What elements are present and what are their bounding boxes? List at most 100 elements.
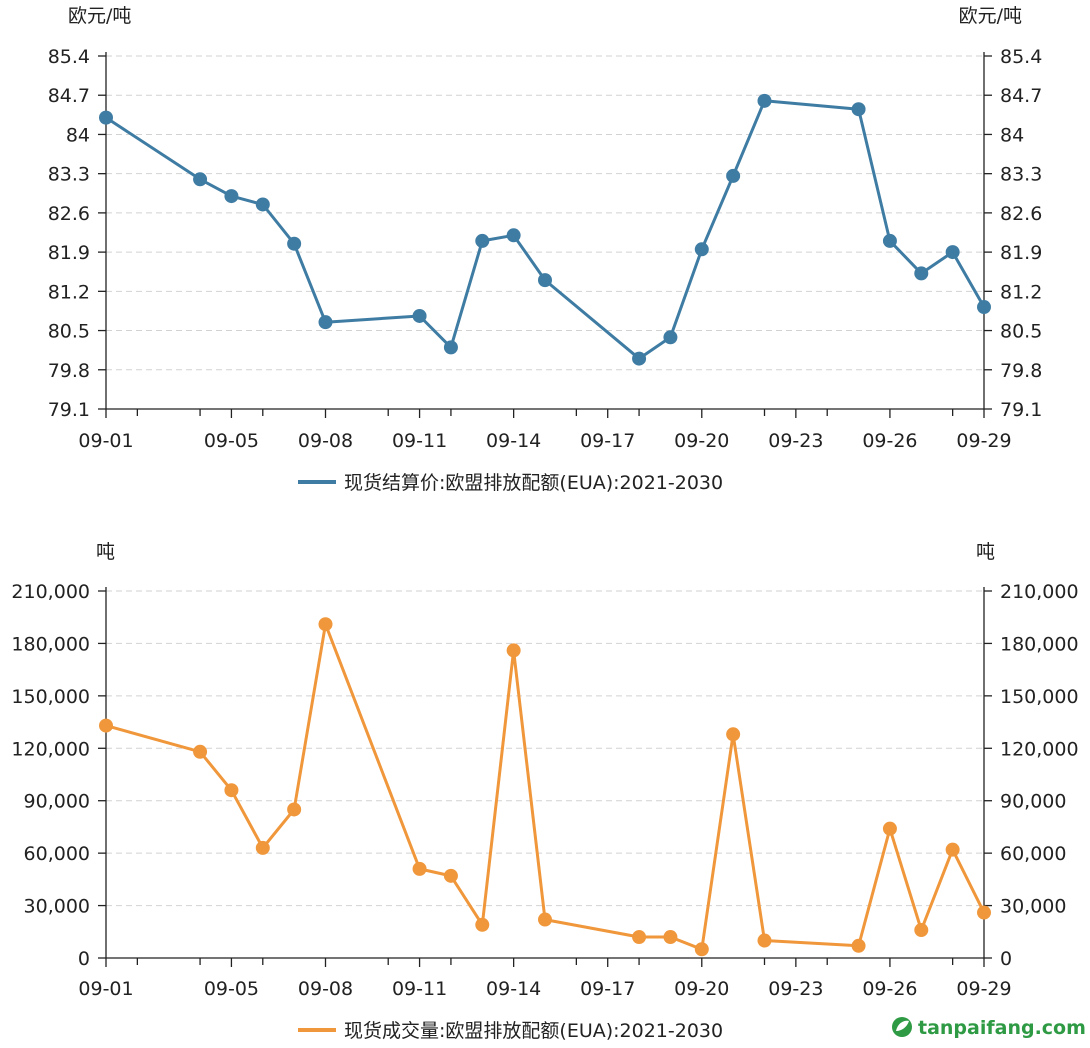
price-right-ytick-label: 82.6 bbox=[1000, 203, 1042, 225]
price-left-ytick-label: 84.7 bbox=[48, 85, 90, 107]
volume-left-ytick-label: 90,000 bbox=[24, 791, 90, 813]
price-data-point[interactable] bbox=[851, 102, 866, 117]
volume-data-point[interactable] bbox=[914, 923, 929, 938]
price-xtick-label: 09-20 bbox=[674, 430, 729, 452]
volume-data-point[interactable] bbox=[255, 840, 270, 855]
price-data-point[interactable] bbox=[663, 330, 678, 345]
volume-data-point[interactable] bbox=[977, 905, 991, 920]
price-data-point[interactable] bbox=[224, 189, 239, 204]
price-data-point[interactable] bbox=[538, 273, 552, 288]
price-xtick-label: 09-05 bbox=[204, 430, 259, 452]
price-data-point[interactable] bbox=[882, 233, 897, 248]
price-data-point[interactable] bbox=[506, 228, 521, 243]
price-data-point[interactable] bbox=[726, 168, 741, 183]
price-data-point[interactable] bbox=[977, 300, 991, 315]
price-data-point[interactable] bbox=[475, 233, 490, 248]
volume-data-point[interactable] bbox=[99, 718, 113, 733]
price-xtick-label: 09-08 bbox=[298, 430, 353, 452]
price-left-ytick-label: 83.3 bbox=[48, 164, 90, 186]
volume-right-ytick-label: 60,000 bbox=[1000, 843, 1066, 865]
volume-xtick-label: 09-01 bbox=[78, 978, 133, 1000]
volume-data-point[interactable] bbox=[851, 938, 866, 953]
volume-data-point[interactable] bbox=[318, 617, 333, 632]
price-left-ytick-label: 79.1 bbox=[48, 399, 90, 421]
price-left-ytick-label: 80.5 bbox=[48, 321, 90, 343]
volume-xtick-label: 09-17 bbox=[580, 978, 635, 1000]
volume-data-point[interactable] bbox=[443, 868, 458, 883]
volume-right-ytick-label: 210,000 bbox=[1000, 581, 1079, 603]
volume-chart-legend: 现货成交量:欧盟排放配额(EUA):2021-2030 bbox=[298, 1020, 723, 1042]
price-data-point[interactable] bbox=[412, 308, 427, 323]
volume-data-point[interactable] bbox=[632, 930, 647, 945]
watermark-text: tanpaifang.com bbox=[918, 1017, 1086, 1039]
price-right-ytick-label: 80.5 bbox=[1000, 321, 1042, 343]
volume-data-point[interactable] bbox=[694, 942, 709, 957]
volume-xtick-label: 09-11 bbox=[392, 978, 447, 1000]
price-data-point[interactable] bbox=[694, 242, 709, 257]
price-data-point[interactable] bbox=[99, 110, 113, 125]
volume-left-ytick-label: 0 bbox=[78, 948, 90, 970]
volume-right-ytick-label: 120,000 bbox=[1000, 738, 1079, 760]
volume-data-point[interactable] bbox=[945, 842, 960, 857]
volume-data-point[interactable] bbox=[475, 917, 490, 932]
volume-data-point[interactable] bbox=[882, 821, 897, 836]
price-xtick-label: 09-26 bbox=[862, 430, 917, 452]
volume-xtick-label: 09-26 bbox=[862, 978, 917, 1000]
volume-data-point[interactable] bbox=[193, 744, 208, 759]
volume-data-point[interactable] bbox=[287, 802, 302, 817]
volume-xtick-label: 09-23 bbox=[768, 978, 823, 1000]
volume-data-point[interactable] bbox=[506, 643, 521, 658]
price-xtick-label: 09-01 bbox=[78, 430, 133, 452]
volume-right-ytick-label: 150,000 bbox=[1000, 686, 1079, 708]
price-data-point[interactable] bbox=[757, 93, 772, 108]
volume-xtick-label: 09-29 bbox=[956, 978, 1011, 1000]
volume-xtick-label: 09-05 bbox=[204, 978, 259, 1000]
price-data-point[interactable] bbox=[945, 245, 960, 260]
price-chart-legend: 现货结算价:欧盟排放配额(EUA):2021-2030 bbox=[298, 472, 723, 494]
price-data-point[interactable] bbox=[318, 315, 333, 330]
price-left-ytick-label: 84 bbox=[66, 124, 90, 146]
volume-series-line bbox=[105, 622, 986, 951]
price-chart: 欧元/吨 欧元/吨 85.4 85.4 84.7 84.7 84 84 83.3 83.3 82… bbox=[48, 5, 1043, 494]
price-xtick-label: 09-14 bbox=[486, 430, 541, 452]
volume-data-point[interactable] bbox=[538, 912, 552, 927]
price-right-ytick-label: 81.9 bbox=[1000, 242, 1042, 264]
price-left-ytick-label: 81.9 bbox=[48, 242, 90, 264]
price-data-point[interactable] bbox=[914, 266, 929, 281]
price-right-ytick-label: 79.8 bbox=[1000, 360, 1042, 382]
volume-left-ytick-label: 150,000 bbox=[11, 686, 90, 708]
price-data-point[interactable] bbox=[193, 172, 208, 187]
price-right-ytick-label: 81.2 bbox=[1000, 281, 1042, 303]
volume-xtick-label: 09-14 bbox=[486, 978, 541, 1000]
volume-data-point[interactable] bbox=[726, 727, 741, 742]
volume-data-point[interactable] bbox=[757, 933, 772, 948]
price-right-ytick-label: 79.1 bbox=[1000, 399, 1042, 421]
price-xtick-label: 09-23 bbox=[768, 430, 823, 452]
price-right-ytick-label: 84 bbox=[1000, 124, 1024, 146]
price-series-line bbox=[105, 99, 986, 361]
volume-left-ytick-label: 120,000 bbox=[11, 738, 90, 760]
volume-right-ytick-label: 90,000 bbox=[1000, 791, 1066, 813]
volume-chart-left-unit: 吨 bbox=[96, 541, 115, 563]
price-xtick-label: 09-11 bbox=[392, 430, 447, 452]
volume-chart-right-unit: 吨 bbox=[976, 541, 995, 563]
volume-right-ytick-label: 180,000 bbox=[1000, 633, 1079, 655]
volume-xtick-label: 09-20 bbox=[674, 978, 729, 1000]
price-right-ytick-label: 83.3 bbox=[1000, 164, 1042, 186]
volume-data-point[interactable] bbox=[412, 861, 427, 876]
price-right-ytick-label: 85.4 bbox=[1000, 46, 1042, 68]
volume-right-ytick-label: 0 bbox=[1000, 948, 1012, 970]
price-data-point[interactable] bbox=[443, 340, 458, 355]
watermark: tanpaifang.com bbox=[892, 1017, 1086, 1039]
price-data-point[interactable] bbox=[287, 236, 302, 251]
leaf-logo-icon bbox=[892, 1017, 912, 1037]
price-chart-left-unit: 欧元/吨 bbox=[68, 5, 131, 27]
volume-data-point[interactable] bbox=[663, 930, 678, 945]
volume-right-ytick-label: 30,000 bbox=[1000, 896, 1066, 918]
price-left-ytick-label: 81.2 bbox=[48, 281, 90, 303]
price-data-point[interactable] bbox=[632, 351, 647, 366]
price-data-point[interactable] bbox=[255, 197, 270, 212]
volume-data-point[interactable] bbox=[224, 783, 239, 798]
price-xtick-label: 09-17 bbox=[580, 430, 635, 452]
volume-left-ytick-label: 30,000 bbox=[24, 896, 90, 918]
